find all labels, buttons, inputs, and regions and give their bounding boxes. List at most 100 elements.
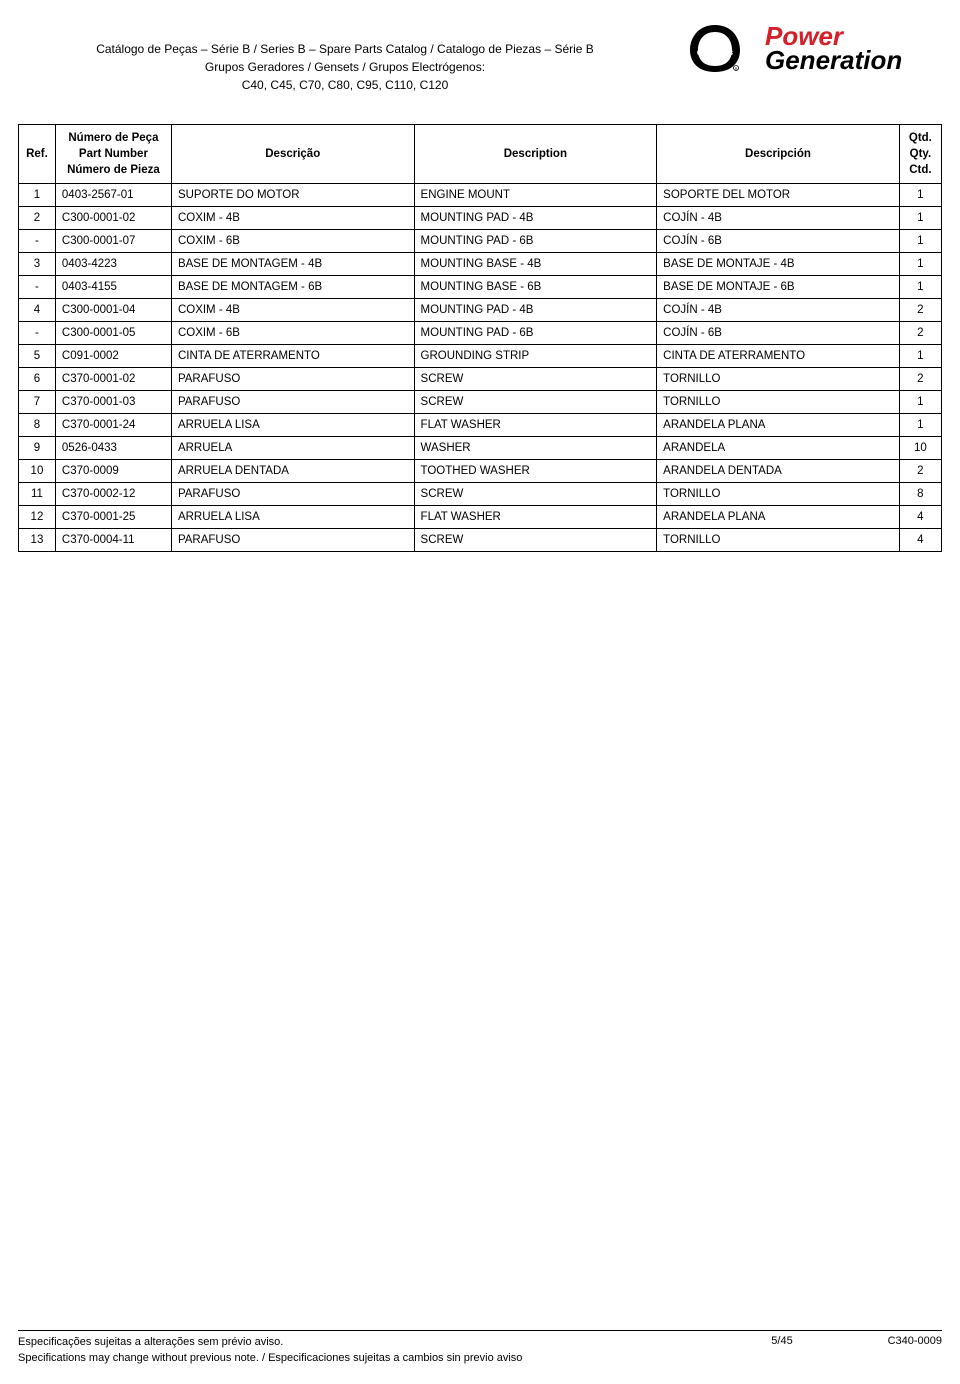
cell-qty: 4 bbox=[899, 529, 941, 552]
cell-desc-en: SCREW bbox=[414, 368, 657, 391]
cell-part: C300-0001-04 bbox=[55, 299, 171, 322]
cell-part: C370-0001-25 bbox=[55, 506, 171, 529]
cell-qty: 2 bbox=[899, 368, 941, 391]
table-row: 7C370-0001-03PARAFUSOSCREWTORNILLO1 bbox=[19, 391, 942, 414]
table-header-row: Ref. Número de Peça Part Number Número d… bbox=[19, 125, 942, 184]
cell-desc-es: TORNILLO bbox=[657, 391, 900, 414]
table-row: 13C370-0004-11PARAFUSOSCREWTORNILLO4 bbox=[19, 529, 942, 552]
logo-group: Cummins R Power Generation bbox=[680, 20, 940, 75]
table-row: -C300-0001-05COXIM - 6BMOUNTING PAD - 6B… bbox=[19, 322, 942, 345]
cell-desc-pt: ARRUELA bbox=[171, 437, 414, 460]
logo-gen-text: Generation bbox=[765, 45, 902, 73]
cell-desc-pt: SUPORTE DO MOTOR bbox=[171, 184, 414, 207]
cell-desc-es: COJÍN - 4B bbox=[657, 299, 900, 322]
col-header-part-l2: Part Number bbox=[62, 146, 165, 162]
cell-desc-en: SCREW bbox=[414, 391, 657, 414]
cell-qty: 1 bbox=[899, 230, 941, 253]
col-header-desc-en: Description bbox=[414, 125, 657, 184]
cell-qty: 1 bbox=[899, 253, 941, 276]
cell-desc-es: BASE DE MONTAJE - 6B bbox=[657, 276, 900, 299]
cell-part: C300-0001-02 bbox=[55, 207, 171, 230]
cell-qty: 1 bbox=[899, 391, 941, 414]
cell-desc-en: FLAT WASHER bbox=[414, 506, 657, 529]
cell-desc-en: MOUNTING PAD - 4B bbox=[414, 299, 657, 322]
cell-desc-pt: PARAFUSO bbox=[171, 483, 414, 506]
cell-ref: 2 bbox=[19, 207, 56, 230]
cell-desc-es: CINTA DE ATERRAMENTO bbox=[657, 345, 900, 368]
cell-ref: 10 bbox=[19, 460, 56, 483]
table-row: 2C300-0001-02COXIM - 4BMOUNTING PAD - 4B… bbox=[19, 207, 942, 230]
col-header-qty: Qtd. Qty. Ctd. bbox=[899, 125, 941, 184]
power-generation-logo-icon: Power Generation bbox=[765, 23, 940, 73]
cell-ref: 1 bbox=[19, 184, 56, 207]
cell-desc-pt: COXIM - 4B bbox=[171, 299, 414, 322]
cell-part: C370-0001-02 bbox=[55, 368, 171, 391]
cell-desc-es: COJÍN - 6B bbox=[657, 230, 900, 253]
cell-qty: 10 bbox=[899, 437, 941, 460]
cell-desc-pt: BASE DE MONTAGEM - 6B bbox=[171, 276, 414, 299]
cell-ref: 3 bbox=[19, 253, 56, 276]
header-line-2: Grupos Geradores / Gensets / Grupos Elec… bbox=[10, 58, 680, 76]
cell-desc-es: TORNILLO bbox=[657, 483, 900, 506]
cell-ref: 7 bbox=[19, 391, 56, 414]
cell-part: C370-0004-11 bbox=[55, 529, 171, 552]
cell-desc-en: MOUNTING PAD - 6B bbox=[414, 230, 657, 253]
cell-desc-en: SCREW bbox=[414, 483, 657, 506]
cell-desc-en: FLAT WASHER bbox=[414, 414, 657, 437]
cell-part: 0403-2567-01 bbox=[55, 184, 171, 207]
cell-desc-en: SCREW bbox=[414, 529, 657, 552]
footer-doc-code: C340-0009 bbox=[822, 1335, 942, 1347]
cell-desc-es: ARANDELA PLANA bbox=[657, 506, 900, 529]
col-header-desc-pt: Descrição bbox=[171, 125, 414, 184]
col-header-qty-l1: Qtd. bbox=[906, 130, 935, 146]
cell-desc-pt: PARAFUSO bbox=[171, 368, 414, 391]
table-row: 6C370-0001-02PARAFUSOSCREWTORNILLO2 bbox=[19, 368, 942, 391]
cell-qty: 1 bbox=[899, 414, 941, 437]
cummins-logo-icon: Cummins R bbox=[680, 20, 750, 75]
cell-desc-pt: COXIM - 6B bbox=[171, 230, 414, 253]
col-header-ref: Ref. bbox=[19, 125, 56, 184]
cell-ref: 4 bbox=[19, 299, 56, 322]
table-row: -C300-0001-07COXIM - 6BMOUNTING PAD - 6B… bbox=[19, 230, 942, 253]
svg-text:Cummins: Cummins bbox=[697, 48, 734, 57]
table-row: 11C370-0002-12PARAFUSOSCREWTORNILLO8 bbox=[19, 483, 942, 506]
footer-left: Especificações sujeitas a alterações sem… bbox=[18, 1335, 742, 1366]
cell-ref: - bbox=[19, 230, 56, 253]
footer-page-number: 5/45 bbox=[742, 1335, 822, 1347]
page-footer: Especificações sujeitas a alterações sem… bbox=[18, 1330, 942, 1366]
cell-desc-es: BASE DE MONTAJE - 4B bbox=[657, 253, 900, 276]
col-header-part: Número de Peça Part Number Número de Pie… bbox=[55, 125, 171, 184]
col-header-qty-l3: Ctd. bbox=[906, 162, 935, 178]
cell-part: C091-0002 bbox=[55, 345, 171, 368]
table-row: 12C370-0001-25ARRUELA LISAFLAT WASHERARA… bbox=[19, 506, 942, 529]
cell-qty: 2 bbox=[899, 299, 941, 322]
cell-part: C370-0001-24 bbox=[55, 414, 171, 437]
cell-qty: 2 bbox=[899, 460, 941, 483]
table-row: 8C370-0001-24ARRUELA LISAFLAT WASHERARAN… bbox=[19, 414, 942, 437]
table-row: 90526-0433ARRUELAWASHERARANDELA10 bbox=[19, 437, 942, 460]
cell-ref: 13 bbox=[19, 529, 56, 552]
cell-ref: 8 bbox=[19, 414, 56, 437]
table-row: 5C091-0002CINTA DE ATERRAMENTOGROUNDING … bbox=[19, 345, 942, 368]
table-row: -0403-4155BASE DE MONTAGEM - 6BMOUNTING … bbox=[19, 276, 942, 299]
cell-desc-en: ENGINE MOUNT bbox=[414, 184, 657, 207]
table-row: 10C370-0009ARRUELA DENTADATOOTHED WASHER… bbox=[19, 460, 942, 483]
cell-ref: 9 bbox=[19, 437, 56, 460]
parts-table-container: Ref. Número de Peça Part Number Número d… bbox=[0, 104, 960, 552]
header-title-block: Catálogo de Peças – Série B / Series B –… bbox=[10, 20, 680, 94]
page-header: Catálogo de Peças – Série B / Series B –… bbox=[0, 0, 960, 104]
cell-desc-en: MOUNTING PAD - 4B bbox=[414, 207, 657, 230]
cell-qty: 8 bbox=[899, 483, 941, 506]
cell-part: C370-0001-03 bbox=[55, 391, 171, 414]
cell-desc-pt: PARAFUSO bbox=[171, 391, 414, 414]
table-row: 10403-2567-01SUPORTE DO MOTORENGINE MOUN… bbox=[19, 184, 942, 207]
table-body: 10403-2567-01SUPORTE DO MOTORENGINE MOUN… bbox=[19, 184, 942, 552]
table-row: 4C300-0001-04COXIM - 4BMOUNTING PAD - 4B… bbox=[19, 299, 942, 322]
cell-part: 0526-0433 bbox=[55, 437, 171, 460]
cell-qty: 1 bbox=[899, 345, 941, 368]
cell-ref: 6 bbox=[19, 368, 56, 391]
cell-ref: 12 bbox=[19, 506, 56, 529]
cell-desc-es: ARANDELA PLANA bbox=[657, 414, 900, 437]
cell-ref: - bbox=[19, 322, 56, 345]
cell-qty: 2 bbox=[899, 322, 941, 345]
